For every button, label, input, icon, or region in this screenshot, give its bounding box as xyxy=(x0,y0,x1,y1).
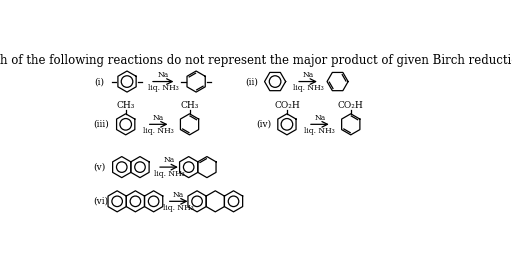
Text: CO₂H: CO₂H xyxy=(274,101,300,110)
Text: (vi): (vi) xyxy=(93,197,108,206)
Text: Na: Na xyxy=(173,191,184,199)
Text: Na: Na xyxy=(153,114,164,122)
Text: (i): (i) xyxy=(94,77,104,86)
Text: liq. NH₃: liq. NH₃ xyxy=(293,84,324,92)
Text: Na: Na xyxy=(163,156,175,164)
Text: (ii): (ii) xyxy=(245,77,259,86)
Text: (iii): (iii) xyxy=(93,120,109,129)
Text: CH₃: CH₃ xyxy=(180,101,199,110)
Text: liq. NH₃: liq. NH₃ xyxy=(163,204,194,212)
Text: Na: Na xyxy=(314,114,326,122)
Text: liq. NH₃: liq. NH₃ xyxy=(305,127,335,135)
Text: CO₂H: CO₂H xyxy=(338,101,364,110)
Text: liq. NH₃: liq. NH₃ xyxy=(148,84,179,92)
Text: (iv): (iv) xyxy=(256,120,271,129)
Text: Na: Na xyxy=(158,71,169,79)
Text: Na: Na xyxy=(303,71,314,79)
Text: Which of the following reactions do not represent the major product of given Bir: Which of the following reactions do not … xyxy=(0,54,512,67)
Text: (v): (v) xyxy=(93,163,105,172)
Text: liq. NH₃: liq. NH₃ xyxy=(143,127,174,135)
Text: CH₃: CH₃ xyxy=(117,101,135,110)
Text: liq. NH₃: liq. NH₃ xyxy=(154,170,184,178)
